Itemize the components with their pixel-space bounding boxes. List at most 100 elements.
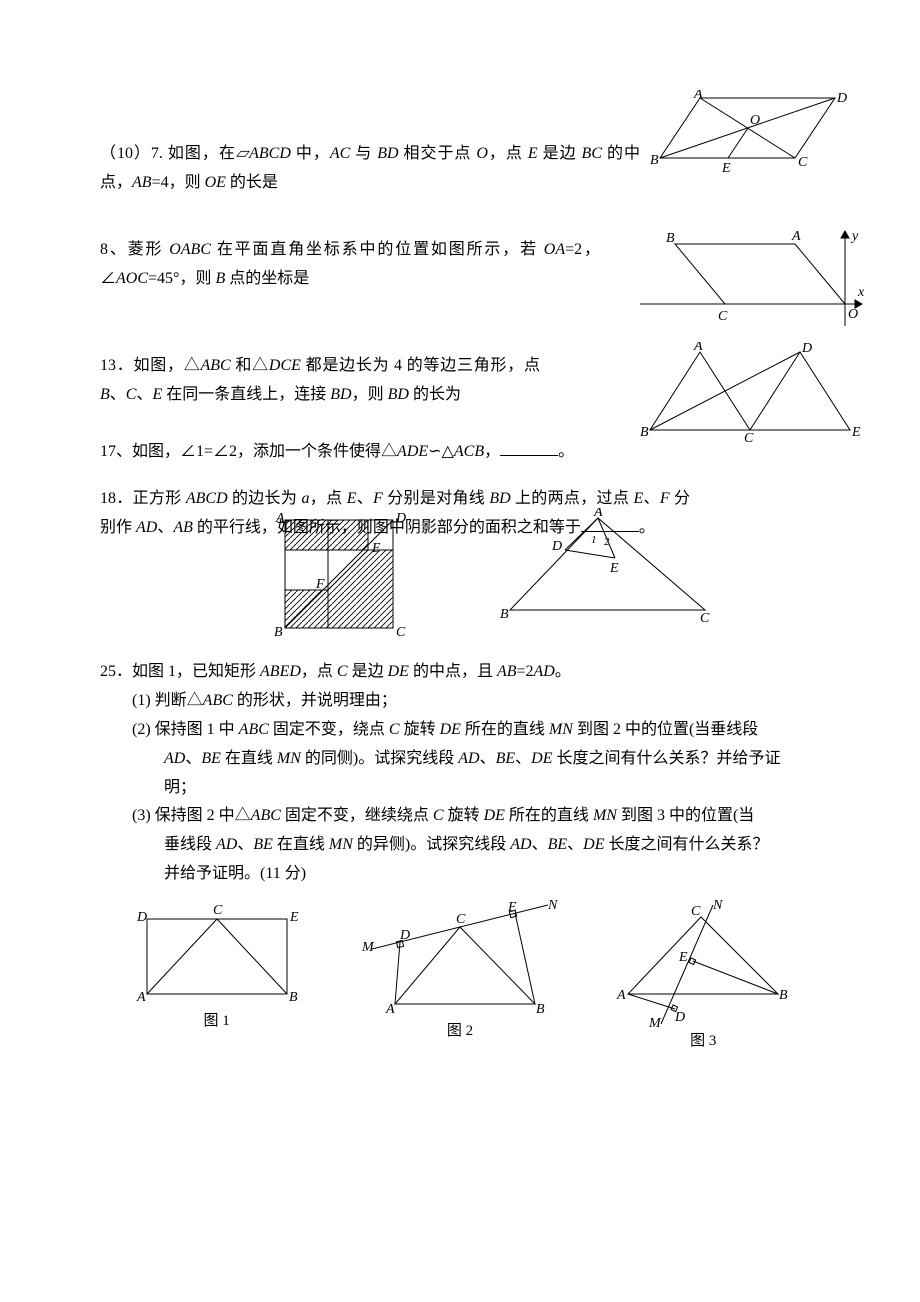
sym: ABC bbox=[251, 807, 281, 824]
sym: ABC bbox=[203, 692, 233, 709]
sym: MN bbox=[329, 836, 353, 853]
q8-number: 8、 bbox=[100, 241, 128, 258]
t: (2) 保持图 1 中 bbox=[132, 721, 239, 738]
sym: AD bbox=[458, 750, 479, 767]
svg-text:E: E bbox=[371, 541, 381, 556]
q25-fig3: A B C M N D E bbox=[613, 899, 793, 1029]
svg-text:E: E bbox=[507, 900, 517, 915]
q18-figure: A D B C E F bbox=[260, 508, 420, 643]
svg-text:B: B bbox=[536, 1002, 545, 1017]
svg-text:E: E bbox=[851, 425, 861, 440]
t: 中， bbox=[291, 145, 330, 162]
sym: DE bbox=[440, 721, 461, 738]
q25-fig3-col: A B C M N D E 图 3 bbox=[613, 899, 793, 1050]
t: 在直线 bbox=[221, 750, 277, 767]
q25-p3: (3) 保持图 2 中△ABC 固定不变，继续绕点 C 旋转 DE 所在的直线 … bbox=[100, 802, 820, 831]
svg-text:D: D bbox=[551, 539, 562, 554]
q7-number: （10）7. bbox=[100, 145, 163, 162]
sym: OE bbox=[205, 174, 226, 191]
svg-text:A: A bbox=[693, 342, 703, 354]
sym: BD bbox=[330, 386, 351, 403]
t: 在同一条直线上，连接 bbox=[162, 386, 330, 403]
svg-text:N: N bbox=[547, 899, 558, 913]
t: 垂线段 bbox=[164, 836, 216, 853]
q8-row: 8、菱形 OABC 在平面直角坐标系中的位置如图所示，若 OA=2，∠AOC=4… bbox=[100, 236, 820, 346]
svg-text:B: B bbox=[274, 625, 283, 640]
svg-text:D: D bbox=[136, 910, 147, 925]
t: 的形状，并说明理由； bbox=[233, 692, 397, 709]
svg-text:2: 2 bbox=[604, 536, 610, 548]
sym: C bbox=[389, 721, 400, 738]
t: 是边 bbox=[348, 663, 388, 680]
sym: BE bbox=[201, 750, 221, 767]
page: （10）7. 如图，在▱ABCD 中，AC 与 BD 相交于点 O，点 E 是边… bbox=[0, 0, 920, 1110]
sym: BE bbox=[496, 750, 516, 767]
sym: ADE bbox=[397, 443, 428, 460]
svg-text:D: D bbox=[674, 1010, 685, 1025]
svg-text:1: 1 bbox=[591, 534, 597, 546]
q18-number: 18． bbox=[100, 490, 133, 507]
q17-figure: A B C D E 1 2 bbox=[500, 508, 720, 628]
sym: OABC bbox=[169, 241, 211, 258]
sym: E bbox=[152, 386, 162, 403]
sym: AD bbox=[216, 836, 237, 853]
sym: BD bbox=[489, 490, 510, 507]
t: 、 bbox=[515, 750, 531, 767]
svg-text:y: y bbox=[850, 229, 859, 244]
t: ，则 bbox=[352, 386, 388, 403]
t: 的边长为 bbox=[228, 490, 302, 507]
t: 所在的直线 bbox=[505, 807, 593, 824]
t: 。 bbox=[558, 443, 574, 460]
t: 在直线 bbox=[273, 836, 329, 853]
t: 与 bbox=[350, 145, 377, 162]
sym: B bbox=[215, 270, 225, 287]
sym: C bbox=[433, 807, 444, 824]
t: 明； bbox=[164, 779, 196, 796]
q25-p1: (1) 判断△ABC 的形状，并说明理由； bbox=[100, 687, 820, 716]
svg-text:A: A bbox=[616, 988, 626, 1003]
t: =2 bbox=[517, 663, 534, 680]
svg-text:A: A bbox=[136, 990, 146, 1005]
t: 、 bbox=[567, 836, 583, 853]
t: (3) 保持图 2 中△ bbox=[132, 807, 251, 824]
t: 。 bbox=[555, 663, 571, 680]
sym: ABCD bbox=[186, 490, 228, 507]
sym: AB bbox=[497, 663, 517, 680]
t: 如图，△ bbox=[133, 357, 200, 374]
t: 和△ bbox=[231, 357, 269, 374]
t: 固定不变，绕点 bbox=[269, 721, 389, 738]
q25-cap1: 图 1 bbox=[204, 1009, 230, 1030]
sym: MN bbox=[277, 750, 301, 767]
q17-number: 17、 bbox=[100, 443, 132, 460]
t: 、 bbox=[357, 490, 374, 507]
sym: F bbox=[373, 490, 383, 507]
svg-text:B: B bbox=[666, 231, 675, 246]
svg-text:C: C bbox=[456, 912, 466, 927]
t: 固定不变，继续绕点 bbox=[281, 807, 433, 824]
svg-text:O: O bbox=[750, 113, 760, 128]
t: 长度之间有什么关系？并给予证 bbox=[552, 750, 780, 767]
sym: AOC bbox=[116, 270, 148, 287]
t: 上的两点，过点 bbox=[511, 490, 634, 507]
t: 如图 1，已知矩形 bbox=[132, 663, 260, 680]
t: 在平面直角坐标系中的位置如图所示，若 bbox=[211, 241, 544, 258]
sym: OA bbox=[544, 241, 565, 258]
svg-text:M: M bbox=[648, 1016, 662, 1029]
q8-text: 8、菱形 OABC 在平面直角坐标系中的位置如图所示，若 OA=2，∠AOC=4… bbox=[100, 236, 600, 294]
q25-figrow: A B C D E 图 1 A B C M bbox=[100, 899, 820, 1050]
q25-cap3: 图 3 bbox=[690, 1029, 716, 1050]
q13-text: 13．如图，△ABC 和△DCE 都是边长为 4 的等边三角形，点 B、C、E … bbox=[100, 352, 540, 410]
svg-text:A: A bbox=[791, 229, 801, 244]
sym: DE bbox=[484, 807, 505, 824]
svg-text:D: D bbox=[399, 928, 410, 943]
svg-text:C: C bbox=[718, 309, 728, 324]
sym: AD bbox=[510, 836, 531, 853]
sym: AC bbox=[330, 145, 350, 162]
svg-text:A: A bbox=[593, 508, 603, 520]
t: 是边 bbox=[538, 145, 582, 162]
t: 的中点，且 bbox=[409, 663, 497, 680]
t: 如图，∠1=∠2，添加一个条件使得△ bbox=[132, 443, 397, 460]
svg-text:C: C bbox=[396, 625, 406, 640]
sym: ABC bbox=[200, 357, 230, 374]
svg-text:C: C bbox=[798, 155, 808, 170]
